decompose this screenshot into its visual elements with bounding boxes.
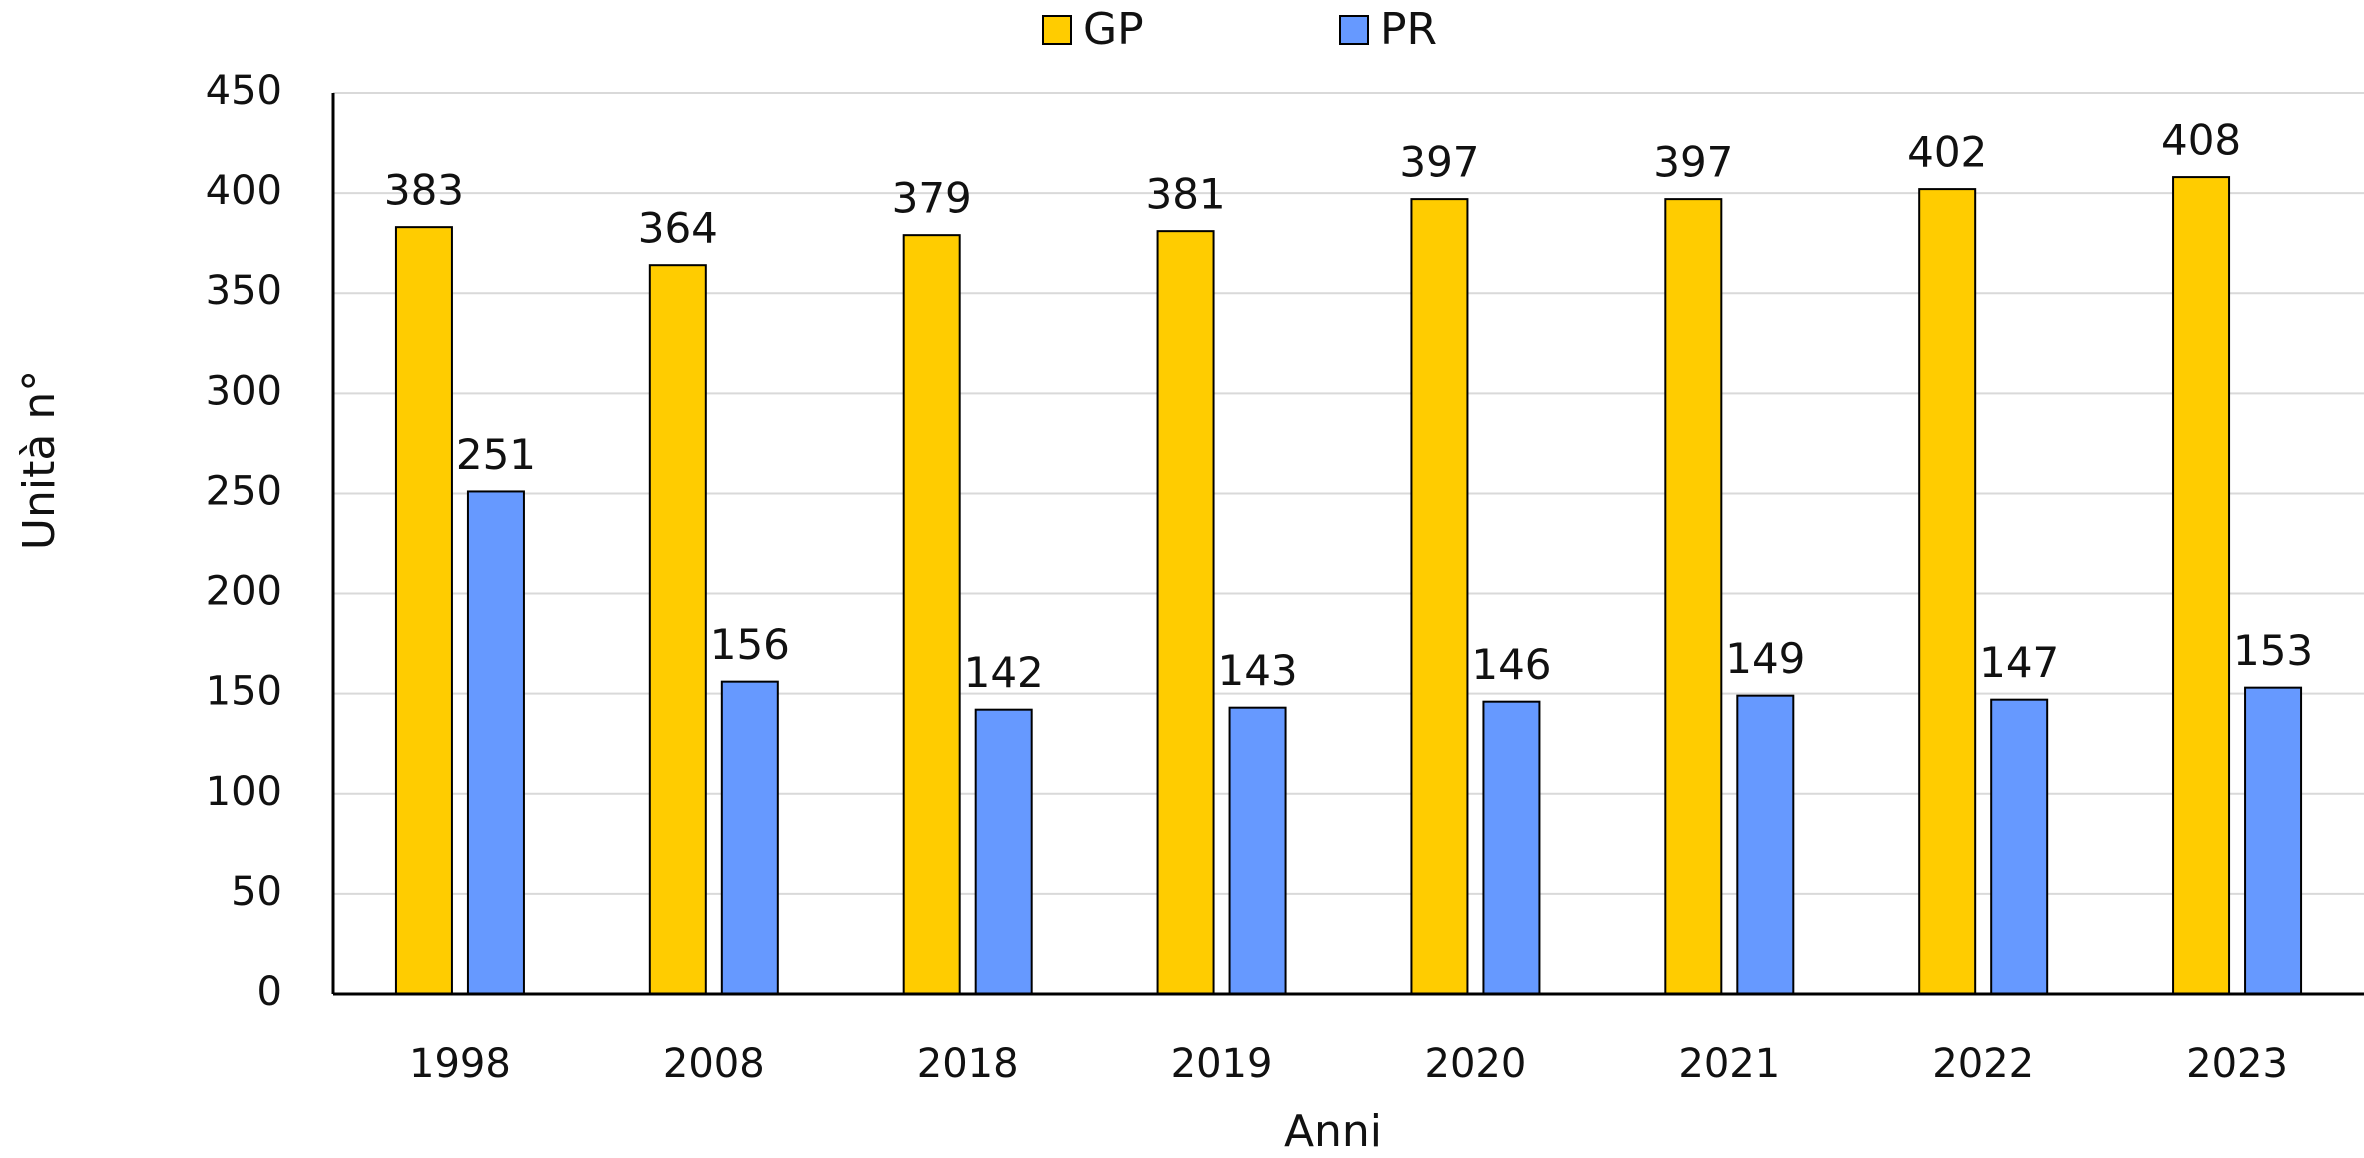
- bar: [1228, 706, 1287, 996]
- bar: [2244, 686, 2303, 995]
- legend-swatch: [1042, 15, 1072, 45]
- value-label: 153: [2233, 626, 2313, 675]
- bar: [720, 680, 779, 995]
- x-tick-label: 2021: [1678, 1041, 1780, 1087]
- y-tick-label: 200: [206, 569, 282, 615]
- value-label: 156: [710, 620, 790, 669]
- bar: [1990, 698, 2049, 995]
- value-label: 142: [964, 648, 1044, 697]
- value-label: 364: [638, 204, 718, 253]
- y-tick-label: 150: [206, 669, 282, 715]
- bar: [394, 226, 453, 996]
- y-tick-label: 450: [206, 68, 282, 114]
- x-tick-label: 2008: [663, 1041, 765, 1087]
- value-label: 383: [384, 166, 464, 215]
- bar: [2172, 176, 2231, 996]
- bar: [1664, 198, 1723, 995]
- x-tick-label: 1998: [409, 1041, 511, 1087]
- x-tick-label: 2023: [2186, 1041, 2288, 1087]
- y-axis-title: Unità n°: [14, 370, 65, 550]
- y-tick-label: 400: [206, 168, 282, 214]
- bar: [1156, 230, 1215, 996]
- value-label: 381: [1145, 170, 1225, 219]
- x-axis-title: Anni: [1284, 1106, 1382, 1157]
- bar: [1736, 694, 1795, 995]
- value-label: 149: [1725, 634, 1805, 683]
- value-label: 379: [892, 174, 972, 223]
- x-tick-label: 2019: [1171, 1041, 1273, 1087]
- bar: [648, 264, 707, 995]
- value-label: 251: [456, 430, 536, 479]
- x-tick-label: 2022: [1932, 1041, 2034, 1087]
- y-tick-label: 50: [231, 869, 282, 915]
- x-tick-label: 2018: [917, 1041, 1019, 1087]
- value-label: 146: [1471, 640, 1551, 689]
- value-label: 408: [2161, 116, 2241, 165]
- value-label: 143: [1217, 646, 1297, 695]
- legend-label: GP: [1083, 4, 1144, 55]
- bar: [466, 490, 525, 995]
- bar: [1482, 700, 1541, 995]
- y-tick-label: 250: [206, 468, 282, 514]
- y-tick-label: 300: [206, 368, 282, 414]
- y-tick-label: 0: [257, 969, 282, 1015]
- legend-label: PR: [1380, 4, 1437, 55]
- y-tick-label: 350: [206, 268, 282, 314]
- bar: [1918, 188, 1977, 995]
- value-label: 397: [1653, 138, 1733, 187]
- bar: [1410, 198, 1469, 995]
- value-label: 397: [1399, 138, 1479, 187]
- bar: [974, 708, 1033, 995]
- bar: [902, 234, 961, 995]
- y-tick-label: 100: [206, 769, 282, 815]
- legend-swatch: [1339, 15, 1369, 45]
- value-label: 147: [1979, 638, 2059, 687]
- value-label: 402: [1907, 128, 1987, 177]
- x-tick-label: 2020: [1425, 1041, 1527, 1087]
